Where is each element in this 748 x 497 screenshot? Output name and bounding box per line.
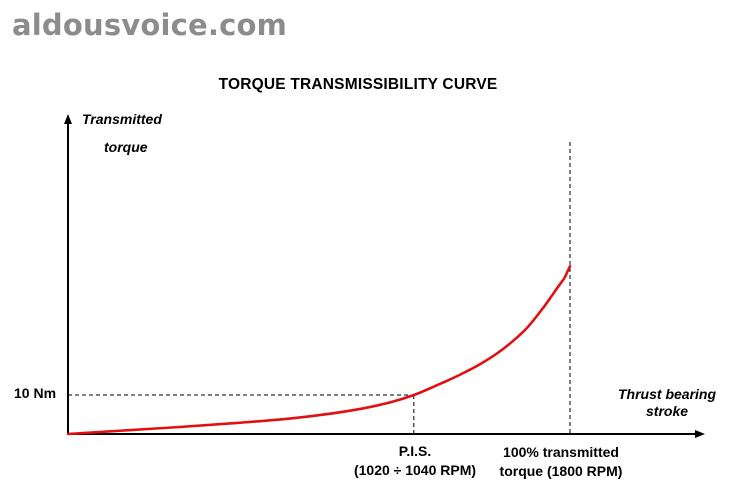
y-axis-label-line1: Transmitted bbox=[82, 111, 162, 127]
chart-title: TORQUE TRANSMISSIBILITY CURVE bbox=[218, 76, 498, 93]
x-axis-label-line1: Thrust bearing bbox=[618, 386, 717, 402]
full-torque-marker-label-line2: torque (1800 RPM) bbox=[499, 463, 623, 479]
x-axis-arrow-icon bbox=[695, 430, 705, 438]
y-axis-arrow-icon bbox=[64, 114, 72, 124]
watermark: aldousvoice.com bbox=[12, 8, 288, 42]
pis-marker-label-line2: (1020 ÷ 1040 RPM) bbox=[353, 462, 477, 478]
y-axis-label-line2: torque bbox=[104, 139, 148, 155]
torque-curve bbox=[66, 265, 572, 436]
full-torque-marker-label-line1: 100% transmitted bbox=[503, 444, 619, 460]
y-tick-label-10nm: 10 Nm bbox=[14, 385, 57, 401]
pis-marker-label-line1: P.I.S. bbox=[398, 443, 432, 459]
x-axis-label-line2: stroke bbox=[646, 403, 689, 419]
